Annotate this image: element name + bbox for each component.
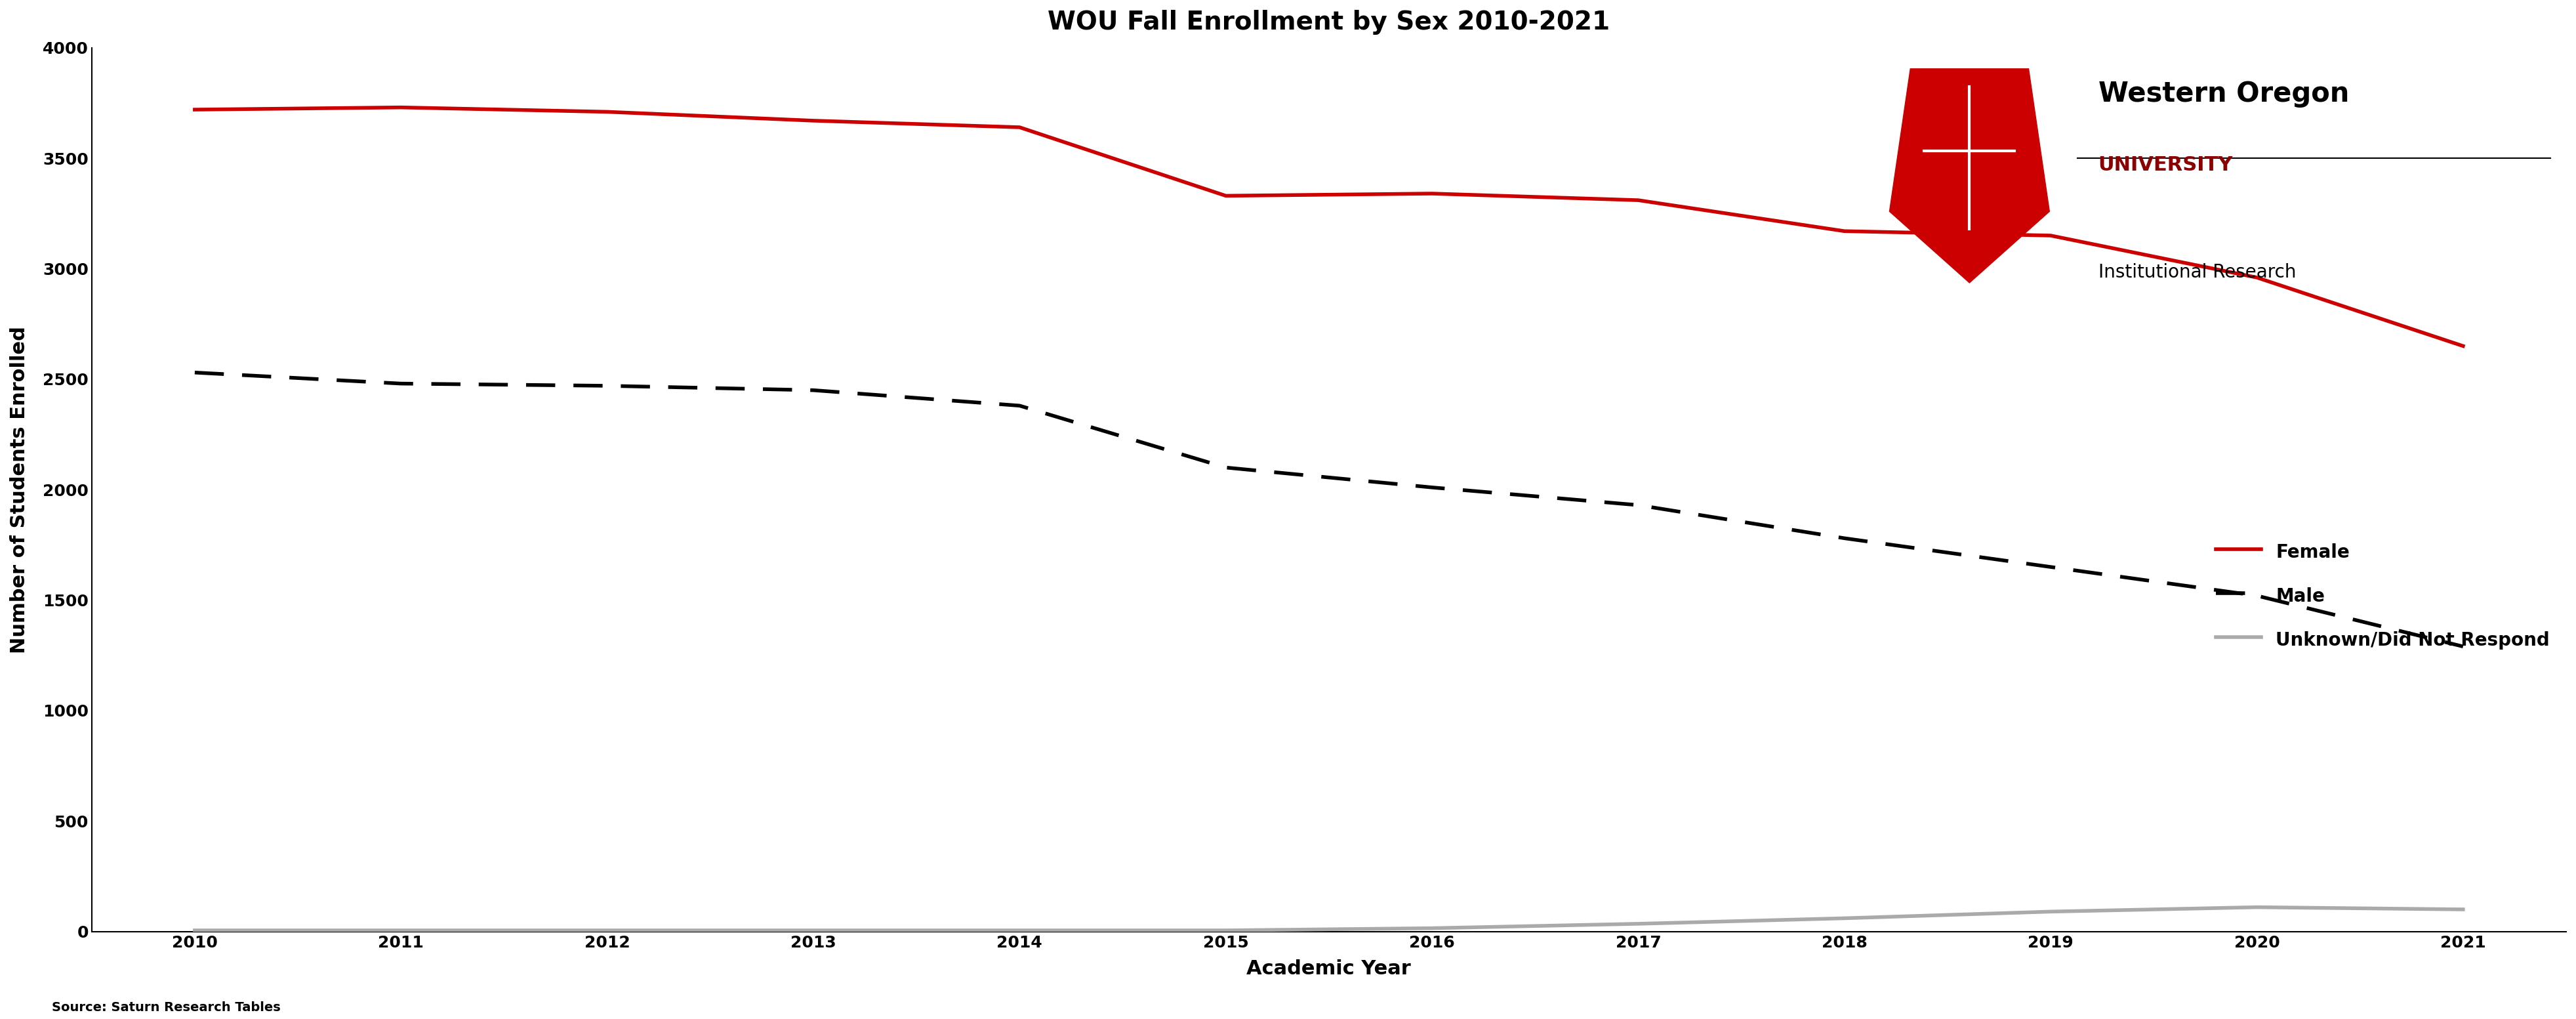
Polygon shape <box>1891 69 2050 282</box>
Legend: Female, Male, Unknown/Did Not Respond: Female, Male, Unknown/Did Not Respond <box>2208 533 2558 658</box>
Text: Source: Saturn Research Tables: Source: Saturn Research Tables <box>52 1002 281 1014</box>
Text: Institutional Research: Institutional Research <box>2097 263 2295 281</box>
Y-axis label: Number of Students Enrolled: Number of Students Enrolled <box>10 326 28 653</box>
Text: Western Oregon: Western Oregon <box>2097 79 2349 108</box>
Text: UNIVERSITY: UNIVERSITY <box>2097 156 2233 174</box>
Title: WOU Fall Enrollment by Sex 2010-2021: WOU Fall Enrollment by Sex 2010-2021 <box>1048 10 1610 35</box>
X-axis label: Academic Year: Academic Year <box>1247 960 1412 978</box>
